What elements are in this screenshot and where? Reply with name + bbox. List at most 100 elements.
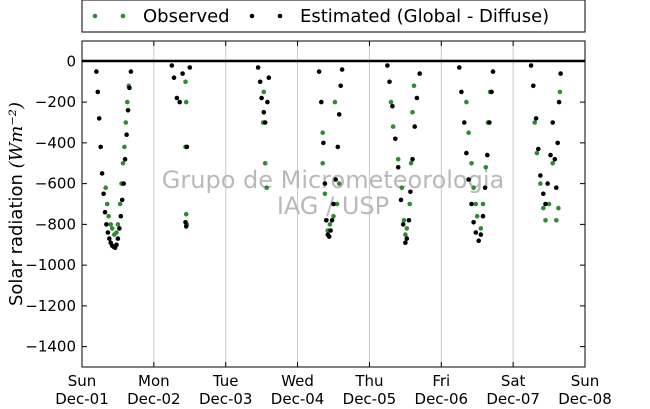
x-tick-label-date: Dec-03 <box>199 390 253 408</box>
observed-point <box>480 201 486 207</box>
estimated-point <box>324 218 329 223</box>
estimated-point <box>102 209 108 215</box>
observed-point <box>125 99 130 105</box>
estimated-point <box>462 120 467 125</box>
estimated-point <box>487 120 492 125</box>
vertical-gridlines <box>153 41 514 367</box>
estimated-point <box>403 240 408 245</box>
observed-point <box>557 89 563 95</box>
x-tick-label-day: Tue <box>212 372 239 390</box>
observed-point <box>556 205 561 211</box>
estimated-point <box>335 144 341 150</box>
estimated-point <box>536 146 541 152</box>
legend-label-estimated: Estimated (Global - Diffuse) <box>300 6 549 27</box>
estimated-point <box>128 69 134 74</box>
estimated-point <box>459 89 464 95</box>
estimated-point <box>329 218 335 223</box>
estimated-point <box>552 156 558 162</box>
y-axis-title-unit: (Wm⁻²) <box>6 102 27 168</box>
y-tick-label: −400 <box>35 134 76 152</box>
estimated-point <box>321 140 326 146</box>
observed-point <box>320 161 326 166</box>
legend-marker-observed <box>120 13 126 19</box>
x-tick-label-day: Wed <box>281 372 314 390</box>
estimated-point <box>531 83 536 89</box>
observed-point <box>114 230 119 235</box>
estimated-point <box>107 236 112 241</box>
x-tick-label-day: Sun <box>571 372 600 390</box>
observed-point <box>408 161 414 166</box>
estimated-point <box>338 83 344 89</box>
observed-point <box>478 226 484 231</box>
estimated-point <box>548 152 553 158</box>
x-tick-label-day: Mon <box>138 372 170 390</box>
estimated-point <box>99 171 105 176</box>
observed-point <box>183 99 189 105</box>
estimated-point <box>326 234 332 239</box>
estimated-point <box>183 224 189 229</box>
estimated-point <box>417 71 423 76</box>
observed-point <box>546 201 552 207</box>
observed-point <box>534 150 540 156</box>
estimated-point <box>466 177 471 182</box>
estimated-point <box>183 220 188 225</box>
observed-point <box>410 110 415 115</box>
estimated-point <box>174 95 180 101</box>
estimated-point <box>104 222 109 227</box>
observed-point <box>183 211 189 217</box>
estimated-point <box>319 99 324 105</box>
observed-point <box>390 124 396 129</box>
legend-marker-observed <box>92 13 98 19</box>
x-tick-label-day: Fri <box>432 372 450 390</box>
observed-point <box>541 205 546 211</box>
estimated-point <box>485 152 490 158</box>
legend: Observed Estimated (Global - Diffuse) <box>81 0 586 33</box>
estimated-point <box>115 236 121 241</box>
x-tick-label-date: Dec-08 <box>558 390 612 408</box>
estimated-point <box>404 236 410 241</box>
estimated-point <box>480 213 486 219</box>
legend-marker-estimated <box>249 13 255 19</box>
estimated-point <box>482 185 488 190</box>
observed-point <box>104 201 110 207</box>
estimated-point <box>259 95 264 101</box>
estimated-point <box>414 95 420 101</box>
estimated-point <box>255 65 261 70</box>
estimated-point <box>412 124 418 129</box>
estimated-point <box>94 69 99 74</box>
estimated-point <box>261 110 267 115</box>
data-points <box>94 63 563 251</box>
estimated-point <box>125 108 131 113</box>
estimated-point <box>171 75 177 80</box>
estimated-point <box>95 89 101 95</box>
estimated-point <box>385 63 390 68</box>
x-tick-label-date: Dec-07 <box>486 390 540 408</box>
estimated-point <box>339 67 345 72</box>
estimated-point <box>266 75 272 80</box>
estimated-point <box>331 201 336 207</box>
observed-point <box>120 161 126 166</box>
observed-point <box>403 232 408 237</box>
legend-marker-estimated <box>277 13 283 19</box>
observed-point <box>262 161 268 166</box>
x-axis: SunDec-01MonDec-02TueDec-03WedDec-04ThuD… <box>55 41 612 408</box>
estimated-point <box>554 185 559 190</box>
estimated-point <box>187 65 193 70</box>
watermark-line-1: Grupo de Micrometeorologia <box>162 166 504 194</box>
observed-point <box>122 144 127 150</box>
estimated-point <box>184 144 190 150</box>
observed-point <box>399 185 405 190</box>
observed-point <box>474 213 480 219</box>
estimated-point <box>398 197 404 203</box>
observed-point <box>183 79 188 85</box>
observed-point <box>320 130 326 135</box>
estimated-point <box>96 116 102 121</box>
y-tick-label: −1400 <box>25 338 76 356</box>
observed-point <box>261 89 267 95</box>
legend-label-observed: Observed <box>143 6 230 27</box>
y-axis-title: Solar radiation (Wm⁻²) <box>6 102 27 306</box>
observed-point <box>407 201 413 207</box>
observed-point <box>334 201 340 207</box>
estimated-point <box>105 230 111 235</box>
